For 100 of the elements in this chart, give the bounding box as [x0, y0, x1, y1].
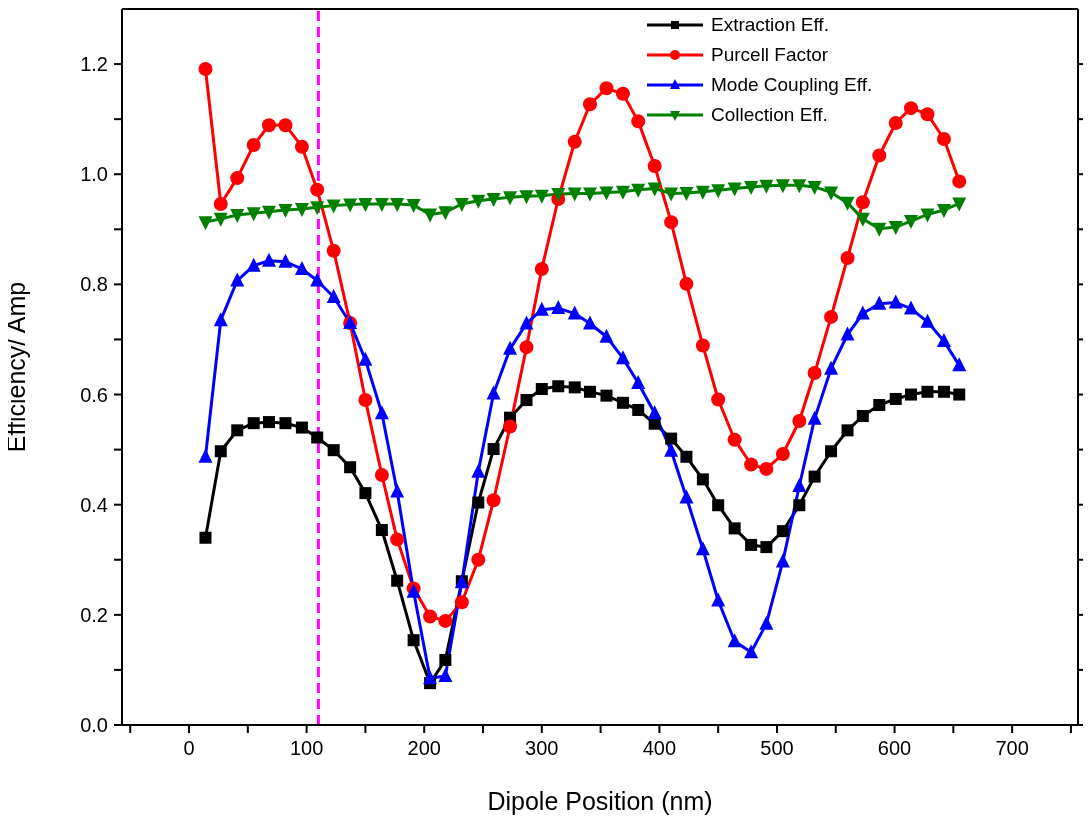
point — [568, 381, 581, 394]
y-tick-label: 0.6 — [80, 383, 108, 406]
point — [310, 201, 325, 216]
point — [230, 272, 245, 287]
point — [310, 272, 325, 287]
point — [680, 450, 693, 463]
x-tick-label: 600 — [877, 737, 912, 759]
point — [246, 207, 261, 222]
point — [454, 595, 469, 610]
point — [712, 499, 725, 512]
point — [855, 212, 870, 227]
point — [855, 305, 870, 320]
point — [294, 260, 309, 275]
point — [326, 289, 341, 304]
point — [840, 326, 855, 341]
point — [311, 431, 324, 444]
point — [888, 294, 903, 309]
x-tick-label: 100 — [289, 737, 324, 759]
point — [776, 525, 789, 538]
point — [631, 183, 646, 198]
point — [519, 190, 534, 205]
y-tick-label: 1.2 — [80, 53, 108, 76]
y-tick-label: 0.8 — [80, 273, 108, 296]
point — [840, 250, 855, 265]
point — [406, 199, 421, 214]
point — [647, 182, 662, 197]
point — [584, 385, 597, 398]
point — [665, 432, 678, 445]
point — [888, 221, 903, 236]
point — [503, 419, 518, 434]
point — [551, 300, 566, 315]
point — [552, 380, 565, 393]
point — [695, 541, 710, 556]
point — [889, 392, 902, 405]
point — [920, 313, 935, 328]
point — [824, 186, 839, 201]
point — [775, 447, 790, 462]
point — [198, 216, 213, 231]
point — [247, 417, 260, 430]
point — [711, 392, 726, 407]
point — [807, 366, 822, 381]
point — [583, 187, 597, 202]
x-axis-title: Dipole Position (nm) — [487, 787, 713, 815]
point — [344, 461, 357, 474]
point — [198, 448, 213, 463]
point — [904, 300, 919, 315]
point — [824, 309, 839, 324]
point — [535, 383, 548, 396]
point — [261, 118, 276, 133]
point — [310, 182, 325, 197]
point — [872, 295, 887, 310]
point — [807, 410, 822, 425]
x-tick-label: 400 — [642, 737, 677, 759]
point — [407, 634, 420, 647]
point — [438, 613, 453, 628]
point — [824, 360, 839, 375]
point — [647, 158, 662, 173]
point — [631, 374, 646, 389]
point — [631, 114, 646, 129]
point — [775, 179, 790, 194]
point — [759, 179, 774, 194]
point — [679, 489, 694, 504]
point — [600, 389, 613, 402]
point — [679, 186, 694, 201]
point — [374, 467, 389, 482]
point — [952, 197, 967, 212]
point — [664, 215, 679, 230]
point — [759, 461, 774, 476]
point — [486, 193, 501, 208]
point — [632, 403, 645, 416]
point — [937, 385, 950, 398]
point — [567, 134, 582, 149]
point — [711, 592, 726, 607]
point — [295, 421, 308, 434]
legend-label: Purcell Factor — [711, 43, 829, 67]
point — [439, 654, 452, 667]
point — [745, 538, 758, 551]
legend-label: Collection Eff. — [711, 103, 828, 127]
point — [793, 499, 806, 512]
x-tick-label: 300 — [525, 737, 559, 759]
point — [503, 340, 518, 355]
point — [214, 445, 227, 458]
point — [551, 188, 566, 203]
point — [807, 180, 822, 195]
point — [423, 208, 438, 223]
point — [390, 532, 405, 547]
point — [664, 442, 679, 457]
point — [792, 413, 807, 428]
point — [375, 524, 388, 537]
point — [936, 131, 951, 146]
point — [278, 118, 293, 133]
point — [519, 315, 534, 330]
x-tick-label: 500 — [760, 737, 794, 759]
point — [390, 197, 405, 212]
point — [727, 633, 742, 648]
point — [872, 222, 887, 237]
point — [326, 243, 341, 258]
point — [936, 204, 951, 219]
point — [664, 187, 679, 202]
point — [679, 276, 694, 291]
